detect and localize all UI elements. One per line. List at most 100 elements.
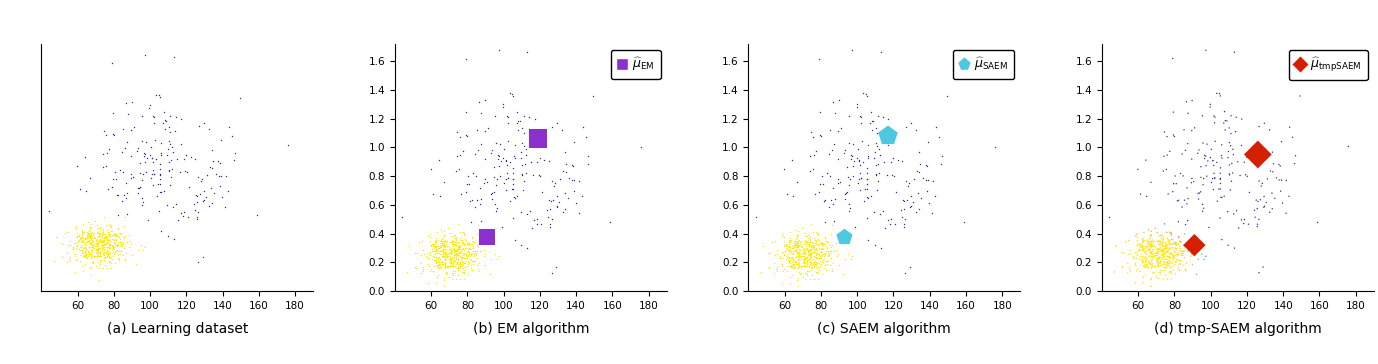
Point (446, 243, 469, 249)
Point (485, 208, 507, 214)
Point (1153, 268, 1175, 273)
Point (457, 240, 480, 245)
Point (870, 245, 892, 251)
Point (780, 255, 802, 261)
Point (473, 247, 495, 253)
Point (220, 133, 243, 139)
Point (1151, 249, 1173, 254)
Point (785, 261, 808, 266)
Point (1160, 270, 1182, 276)
Point (201, 158, 223, 163)
Point (868, 170, 890, 176)
Point (69, 244, 91, 250)
Point (72, 222, 94, 228)
Point (453, 230, 475, 236)
Point (460, 219, 482, 225)
Point (433, 250, 455, 256)
Point (796, 254, 819, 260)
Point (802, 261, 824, 267)
Point (96, 237, 119, 243)
Point (787, 254, 809, 260)
Point (890, 207, 912, 213)
Point (65, 246, 87, 252)
Point (883, 221, 905, 227)
Point (860, 109, 882, 115)
Point (98, 221, 120, 227)
Point (74, 252, 96, 257)
Point (551, 209, 573, 215)
Point (1138, 246, 1160, 252)
Point (442, 272, 464, 278)
Point (861, 118, 883, 123)
Point (201, 199, 223, 205)
Point (80, 241, 102, 247)
Point (1221, 178, 1243, 184)
Point (1148, 239, 1170, 245)
Point (457, 259, 480, 265)
Point (783, 256, 805, 262)
Point (1127, 248, 1149, 253)
Point (785, 248, 808, 254)
Point (72, 249, 94, 254)
Point (142, 155, 164, 161)
Point (56, 250, 79, 256)
Point (865, 171, 887, 177)
Point (70, 234, 92, 240)
Point (799, 248, 821, 254)
Point (1146, 258, 1169, 264)
Point (790, 243, 812, 249)
Point (63, 251, 85, 257)
Point (445, 168, 467, 174)
Point (1162, 256, 1184, 261)
Point (511, 171, 533, 177)
Point (1191, 174, 1213, 180)
Point (798, 256, 820, 262)
Point (503, 142, 525, 148)
Point (1138, 238, 1160, 244)
Point (72, 239, 94, 245)
Point (84, 235, 106, 241)
Point (464, 249, 486, 254)
Point (1200, 179, 1222, 185)
Point (1152, 248, 1174, 253)
Point (1126, 249, 1148, 255)
Point (474, 98, 496, 103)
Point (440, 247, 462, 253)
Point (1164, 245, 1186, 251)
Point (95, 233, 117, 239)
Point (1140, 235, 1162, 241)
Point (429, 245, 451, 251)
Point (554, 190, 576, 196)
Point (68, 239, 90, 245)
Point (420, 266, 442, 272)
Point (101, 260, 123, 265)
Point (918, 200, 940, 206)
Point (467, 222, 489, 228)
Point (1170, 245, 1192, 251)
Point (808, 237, 830, 242)
Point (1174, 266, 1196, 272)
Point (1203, 175, 1225, 181)
Point (91, 239, 113, 245)
Point (429, 254, 451, 260)
Point (435, 244, 457, 249)
Point (91, 238, 113, 244)
Point (91, 224, 113, 230)
Point (546, 120, 568, 126)
Point (277, 142, 299, 147)
Point (1166, 246, 1188, 252)
Point (451, 237, 473, 243)
Point (455, 252, 477, 258)
Point (168, 169, 190, 174)
Point (1135, 244, 1158, 250)
Point (821, 222, 843, 228)
Point (485, 205, 507, 211)
Point (787, 232, 809, 238)
Point (799, 236, 821, 242)
Point (1131, 254, 1153, 260)
Point (1137, 240, 1159, 246)
Point (445, 234, 467, 240)
Point (511, 125, 533, 131)
Point (1271, 177, 1293, 183)
Point (1166, 258, 1188, 264)
